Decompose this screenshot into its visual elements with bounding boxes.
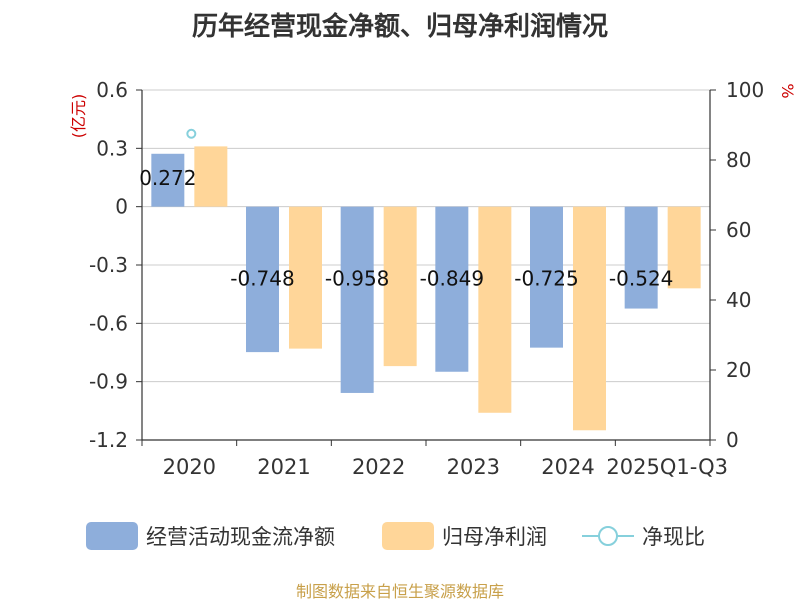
right-axis-unit: % [778,83,797,98]
data-label-cashflow: -0.748 [230,267,294,291]
legend-item-cashflow[interactable]: 经营活动现金流净额 [86,516,335,556]
data-label-cashflow: -0.849 [420,267,484,291]
left-tick-label: 0 [115,195,128,219]
x-category-label: 2024 [541,455,594,479]
right-tick-label: 60 [726,218,751,242]
legend: 经营活动现金流净额 归母净利润 净现比 [0,516,800,556]
right-tick-label: 100 [726,78,764,102]
bar-cashflow[interactable] [624,206,658,309]
right-tick-label: 80 [726,148,751,172]
bar-netprofit[interactable] [573,206,606,431]
source-note: 制图数据来自恒生聚源数据库 [295,582,504,601]
axes-layer: 0.6 0.3 0 -0.3 -0.6 -0.9 -1.2 100 80 60 40 20 0 (亿元)%… [69,78,797,479]
bar-cashflow[interactable] [530,206,563,348]
legend-swatch-netprofit [382,522,434,550]
legend-line-icon [582,522,634,550]
point-cash-ratio[interactable] [186,128,197,139]
data-label-cashflow: -0.524 [609,267,673,291]
legend-label-cashflow: 经营活动现金流净额 [146,525,335,549]
chart-title: 历年经营现金净额、归母净利润情况 [191,12,608,42]
x-category-label: 2023 [447,455,500,479]
data-label-cashflow: -0.958 [325,267,389,291]
legend-label-netprofit: 归母净利润 [442,525,547,549]
right-tick-label: 0 [726,428,739,452]
bar-cashflow[interactable] [246,206,279,353]
left-tick-label: -1.2 [89,428,128,452]
bar-netprofit[interactable] [478,206,512,413]
left-tick-label: -0.9 [89,370,128,394]
right-tick-label: 20 [726,358,751,382]
left-tick-label: -0.3 [89,253,128,277]
x-category-label: 2022 [352,455,405,479]
legend-label-cash-ratio: 净现比 [642,525,705,549]
legend-item-netprofit[interactable]: 归母净利润 [382,516,547,556]
bar-netprofit[interactable] [383,206,417,367]
right-tick-label: 40 [726,288,751,312]
x-category-label: 2021 [257,455,310,479]
bar-cashflow[interactable] [435,206,469,372]
data-labels-layer: 0.272 -0.748 -0.958 -0.849 -0.725 -0.524 [139,166,673,291]
bar-cashflow[interactable] [340,206,374,393]
legend-item-cash-ratio[interactable]: 净现比 [582,516,705,556]
left-tick-label: 0.3 [96,136,128,160]
legend-swatch-cashflow [86,522,138,550]
left-tick-label: 0.6 [96,78,128,102]
line-points-layer [186,128,197,139]
bar-cashflow[interactable] [151,153,185,207]
bar-netprofit[interactable] [667,206,701,289]
data-label-cashflow: 0.272 [139,166,196,190]
data-label-cashflow: -0.725 [514,267,578,291]
bar-netprofit[interactable] [289,206,322,349]
x-category-label: 2020 [163,455,216,479]
left-tick-label: -0.6 [89,311,128,335]
bars-layer [151,146,701,431]
left-axis-unit: (亿元) [69,94,88,139]
x-category-label: 2025Q1-Q3 [606,455,728,479]
bar-netprofit[interactable] [194,146,228,207]
